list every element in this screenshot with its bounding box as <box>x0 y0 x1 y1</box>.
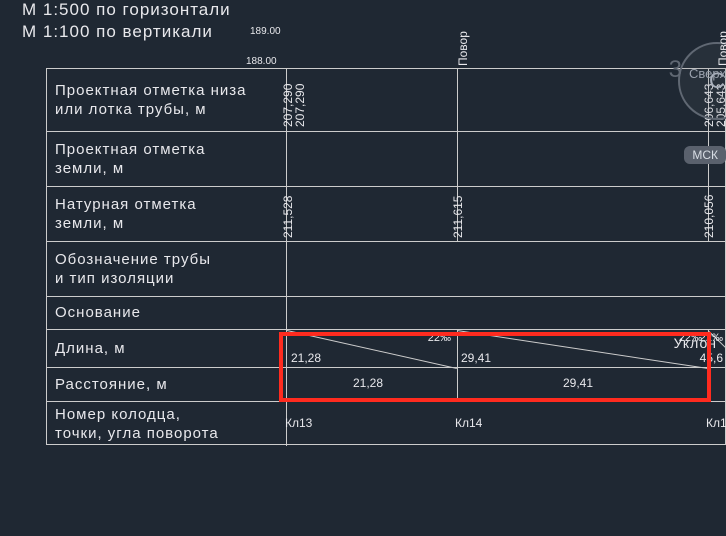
station-line <box>457 330 458 368</box>
distance-value: 21,28 <box>353 376 383 390</box>
well-number: Кл14 <box>455 416 482 430</box>
elev-189: 189.00 <box>250 26 281 37</box>
table-row-r6: Длина, мУклон 22‰ 21,28 22‰ 29,41 22‰ 45,6 <box>47 329 725 367</box>
row-body: 22‰ 21,28 22‰ 29,41 22‰ 45,6 <box>287 330 725 367</box>
rotation-label: Повор <box>716 31 726 66</box>
row-body: 21,28 29,41 <box>287 368 725 401</box>
row-body: 207,290207,290206,643205,643 <box>287 69 725 131</box>
viewcube-top-label[interactable]: Сверх <box>689 66 726 81</box>
row-label: Обозначение трубыи тип изоляции <box>47 242 287 296</box>
row-label: Натурная отметказемли, м <box>47 187 287 241</box>
row-body <box>287 242 725 296</box>
table-row-r1: Проектная отметка низаили лотка трубы, м… <box>47 69 725 131</box>
station-line <box>457 368 458 402</box>
segment-length: 29,41 <box>461 351 491 365</box>
rotation-label: Повор <box>456 31 470 66</box>
row-label: Номер колодца,точки, угла поворота <box>47 402 287 446</box>
row-label: Расстояние, м <box>47 368 287 401</box>
workspace-number: 3 <box>669 56 682 84</box>
table-row-r2: Проектная отметказемли, м <box>47 131 725 186</box>
row-label: Проектная отметка низаили лотка трубы, м <box>47 69 287 131</box>
segment-length: 21,28 <box>291 351 321 365</box>
row-label: Основание <box>47 297 287 329</box>
profile-table: Проектная отметка низаили лотка трубы, м… <box>46 68 726 445</box>
row-body: Кл13 Кл14 Кл15 <box>287 402 725 446</box>
slope-permil: 22‰ <box>679 332 702 344</box>
station-line <box>457 69 458 131</box>
scale-horizontal: М 1:500 по горизонтали <box>22 0 231 20</box>
row-body: 211,528211,615210,056 <box>287 187 725 241</box>
distance-value: 29,41 <box>563 376 593 390</box>
natural-ground-elev: 211,615 <box>451 196 465 239</box>
row-body <box>287 132 725 186</box>
table-row-r8: Номер колодца,точки, угла поворотаКл13Кл… <box>47 401 725 446</box>
slope-line <box>457 330 708 369</box>
segment-length: 45,6 <box>700 351 723 365</box>
slope-permil: 22‰ <box>428 332 451 344</box>
table-row-r3: Натурная отметказемли, м211,528 211,615 21… <box>47 186 725 241</box>
well-number: Кл13 <box>285 416 312 430</box>
row-label: Длина, мУклон <box>47 330 287 367</box>
station-line <box>708 368 709 402</box>
row-label: Проектная отметказемли, м <box>47 132 287 186</box>
table-row-r7: Расстояние, м 21,28 29,41 <box>47 367 725 401</box>
scale-vertical: М 1:100 по вертикали <box>22 22 213 42</box>
well-number: Кл15 <box>706 416 726 430</box>
table-row-r4: Обозначение трубыи тип изоляции <box>47 241 725 296</box>
station-line <box>457 132 458 187</box>
cad-canvas: М 1:500 по горизонтали М 1:100 по вертик… <box>0 0 726 536</box>
table-row-r5: Основание <box>47 296 725 329</box>
design-pipe-elev: 207,290 <box>293 84 307 127</box>
row-body <box>287 297 725 329</box>
natural-ground-elev: 210,056 <box>702 195 716 238</box>
slope-permil: 22‰ <box>700 332 723 344</box>
coord-system-badge[interactable]: МСК <box>684 146 726 164</box>
natural-ground-elev: 211,528 <box>281 196 295 239</box>
elev-188: 188.00 <box>246 56 277 67</box>
